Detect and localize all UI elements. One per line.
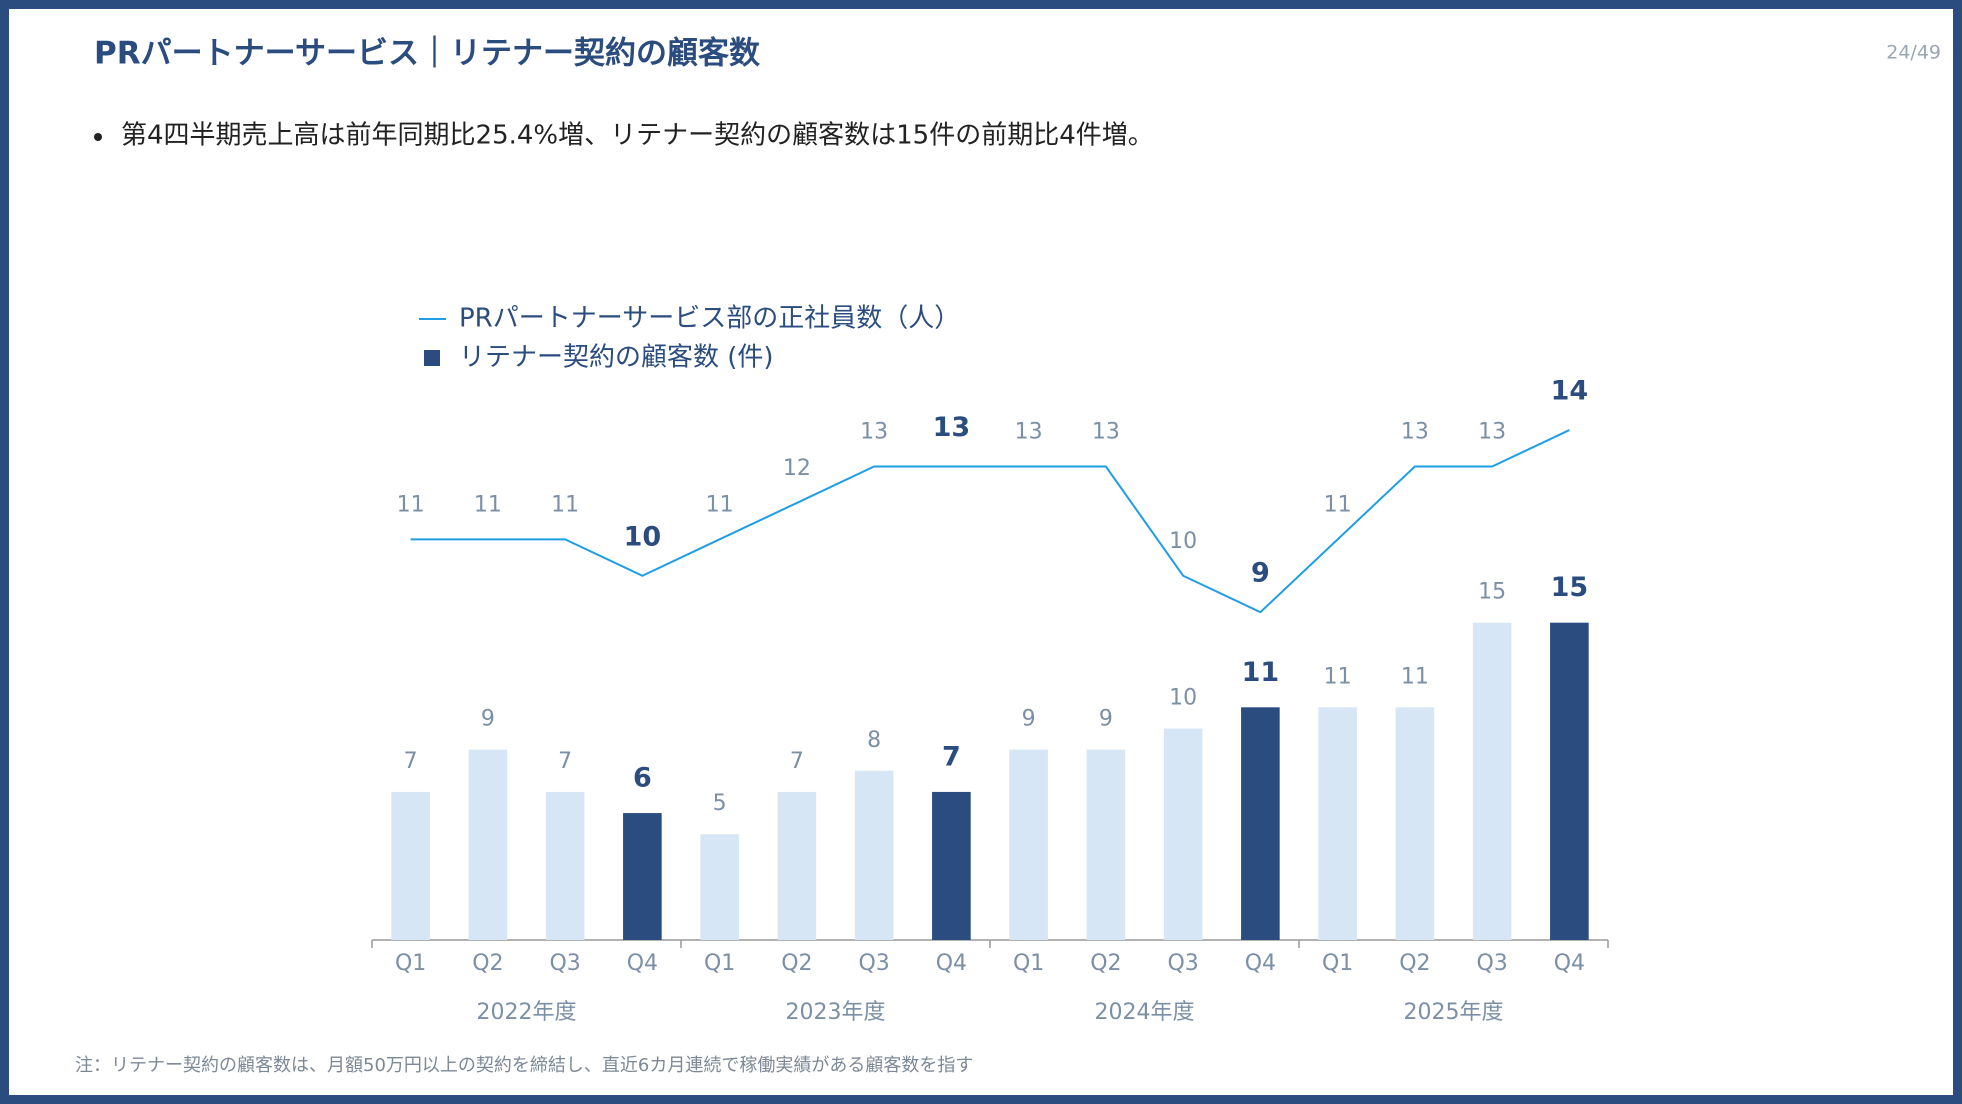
x-tick-label: Q1 [395, 951, 426, 976]
bar-value-label: 11 [1324, 664, 1352, 689]
bar-value-label: 11 [1401, 664, 1429, 689]
line-value-label: 10 [624, 521, 662, 552]
bar [468, 749, 508, 940]
x-tick-label: Q1 [704, 951, 735, 976]
bar [1395, 707, 1435, 940]
footnote: 注：リテナー契約の顧客数は、月額50万円以上の契約を締結し、直近6カ月連続で稼働… [75, 1055, 973, 1076]
bar [1472, 622, 1512, 940]
line-value-label: 9 [1251, 558, 1270, 589]
x-tick-label: Q4 [627, 951, 658, 976]
bar [1241, 707, 1280, 940]
line-value-label: 13 [1092, 419, 1120, 444]
bullet-text: 第4四半期売上高は前年同期比25.4%増、リテナー契約の顧客数は15件の前期比4… [121, 121, 1154, 151]
x-tick-label: Q1 [1322, 951, 1353, 976]
bar [777, 791, 817, 940]
bar-value-label: 5 [713, 791, 727, 816]
x-tick-label: Q3 [858, 951, 889, 976]
bar [1163, 728, 1203, 940]
line-value-label: 13 [1015, 419, 1043, 444]
line-value-label: 13 [860, 419, 888, 444]
x-tick-label: Q4 [1554, 951, 1585, 976]
x-tick-label: Q2 [781, 951, 812, 976]
bar-value-label: 15 [1478, 580, 1506, 605]
x-tick-label: Q2 [472, 951, 503, 976]
line-value-label: 11 [706, 492, 734, 517]
x-tick-label: Q1 [1013, 951, 1044, 976]
line-value-label: 10 [1169, 529, 1197, 554]
group-label: 2025年度 [1404, 1000, 1504, 1025]
bar-value-label: 11 [1242, 657, 1280, 688]
bar [854, 770, 894, 940]
legend-square [424, 350, 440, 366]
bar [545, 791, 585, 940]
legend-label: PRパートナーサービス部の正社員数（人） [459, 304, 960, 334]
bar-value-label: 9 [1022, 707, 1036, 732]
bar [1318, 707, 1357, 940]
bar [391, 791, 430, 940]
bar-value-label: 9 [1099, 707, 1113, 732]
slide-title: PRパートナーサービス｜リテナー契約の顧客数 [94, 36, 760, 72]
bar [1550, 622, 1589, 940]
line-value-label: 11 [474, 492, 502, 517]
line-value-label: 11 [551, 492, 579, 517]
bar [623, 813, 662, 940]
bar-value-label: 7 [942, 741, 961, 772]
x-tick-label: Q3 [1476, 951, 1507, 976]
legend-label: リテナー契約の顧客数 (件) [459, 343, 774, 373]
line-value-label: 13 [1401, 419, 1429, 444]
line-value-label: 13 [1478, 419, 1506, 444]
bar-value-label: 6 [633, 763, 652, 794]
bar-value-label: 15 [1551, 572, 1589, 603]
bullet-dot [94, 133, 102, 141]
line [410, 429, 1570, 614]
x-tick-label: Q2 [1399, 951, 1430, 976]
bar-value-label: 7 [790, 749, 804, 774]
group-label: 2022年度 [477, 1000, 577, 1025]
line-value-label: 11 [1324, 492, 1352, 517]
bar-value-label: 10 [1169, 685, 1197, 710]
bar-value-label: 8 [867, 728, 881, 753]
chart: PRパートナーサービス｜リテナー契約の顧客数 24/49 第4四半期売上高は前年… [75, 36, 1941, 1077]
bar-value-label: 7 [404, 749, 418, 774]
bar [700, 834, 739, 940]
line-value-label: 13 [933, 412, 971, 443]
group-label: 2024年度 [1095, 1000, 1195, 1025]
line-value-label: 14 [1551, 376, 1589, 407]
x-tick-label: Q3 [1167, 951, 1198, 976]
bar-value-label: 9 [481, 707, 495, 732]
bar [1086, 749, 1126, 940]
line-value-label: 12 [783, 456, 811, 481]
x-tick-label: Q2 [1090, 951, 1121, 976]
x-tick-label: Q3 [549, 951, 580, 976]
bar-value-label: 7 [558, 749, 572, 774]
x-tick-label: Q4 [936, 951, 967, 976]
line-value-label: 11 [397, 492, 425, 517]
group-label: 2023年度 [786, 1000, 886, 1025]
page-number: 24/49 [1886, 42, 1941, 64]
x-tick-label: Q4 [1245, 951, 1276, 976]
bar [932, 791, 971, 940]
bar [1009, 749, 1048, 940]
